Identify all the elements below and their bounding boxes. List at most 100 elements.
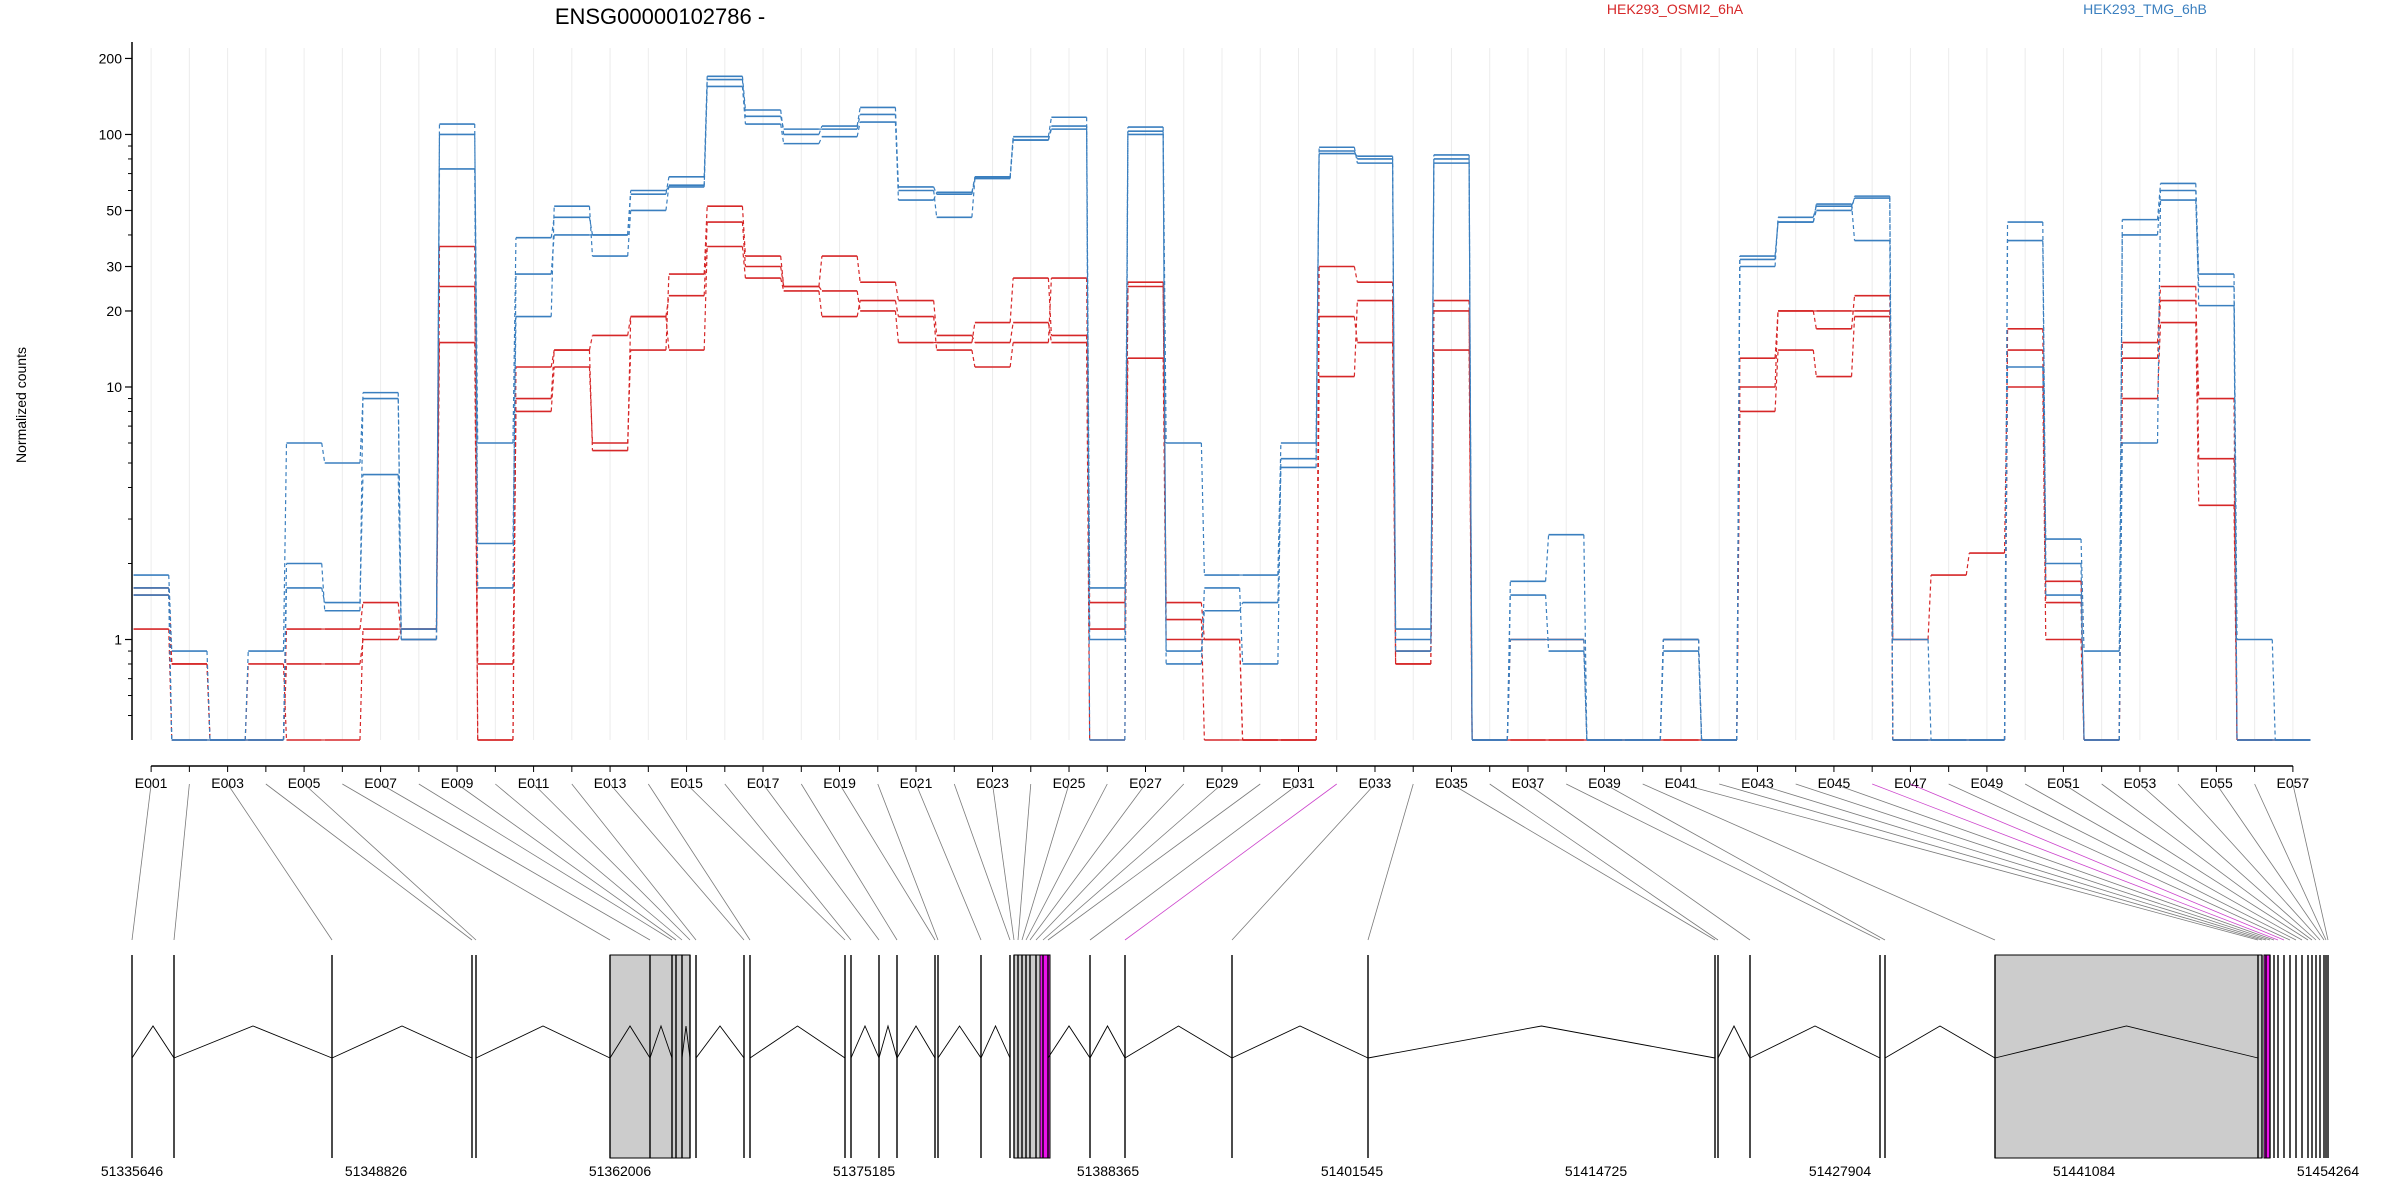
- data-riser: [2156, 322, 2162, 399]
- intron: [1047, 1025, 1091, 1059]
- connector-line: [1124, 783, 1337, 941]
- connector-line: [1021, 783, 1070, 941]
- data-riser: [933, 300, 938, 336]
- connector-line: [1017, 783, 1032, 941]
- data-riser: [894, 122, 900, 187]
- data-riser: [1889, 240, 1894, 741]
- data-riser: [588, 206, 594, 257]
- x-tick-label: E041: [1665, 775, 1698, 791]
- data-riser: [1430, 158, 1435, 630]
- data-riser: [321, 442, 326, 464]
- x-tick-label: E039: [1588, 775, 1621, 791]
- connector-line: [1986, 783, 2297, 941]
- data-riser: [1774, 310, 1779, 388]
- data-riser: [1047, 117, 1052, 137]
- intron: [609, 1025, 651, 1059]
- data-riser: [550, 217, 555, 238]
- x-tick-label: E001: [135, 775, 168, 791]
- data-riser: [894, 282, 900, 301]
- data-riser: [818, 290, 823, 317]
- data-riser: [1315, 151, 1320, 459]
- x-tick-label: E017: [747, 775, 780, 791]
- genomic-tick-label: 51388365: [1077, 1163, 1140, 1179]
- data-riser: [703, 222, 708, 296]
- data-riser: [550, 234, 555, 275]
- data-riser: [2156, 183, 2162, 220]
- y-tick-label: 50: [106, 202, 122, 218]
- series-layer: [133, 75, 2311, 741]
- data-riser: [741, 79, 747, 117]
- data-riser: [1353, 147, 1358, 164]
- data-riser: [665, 295, 670, 317]
- data-riser: [1812, 350, 1817, 377]
- data-riser: [1774, 310, 1779, 359]
- connector-line: [1680, 783, 2259, 941]
- x-tick-label: E021: [900, 775, 933, 791]
- x-tick-label: E053: [2124, 775, 2157, 791]
- data-riser: [741, 76, 747, 111]
- connector-line: [647, 783, 751, 941]
- data-riser: [894, 300, 900, 317]
- connector-line: [1757, 783, 2267, 941]
- data-riser: [780, 277, 785, 292]
- data-riser: [1200, 619, 1205, 741]
- data-riser: [1544, 534, 1550, 582]
- genomic-tick-label: 51362006: [589, 1163, 652, 1179]
- intron: [695, 1025, 745, 1059]
- y-tick-label: 10: [106, 379, 122, 395]
- data-riser: [1850, 204, 1856, 241]
- data-riser: [1430, 163, 1435, 652]
- data-riser: [627, 194, 632, 236]
- x-tick-label: E055: [2200, 775, 2233, 791]
- data-riser: [1200, 442, 1205, 576]
- connector-line: [2101, 783, 2313, 941]
- data-riser: [780, 123, 785, 144]
- connector-line: [762, 783, 880, 941]
- data-riser: [1009, 278, 1014, 323]
- data-riser: [665, 316, 670, 351]
- connector-line: [915, 783, 982, 941]
- intron: [681, 1025, 691, 1059]
- data-riser: [1200, 587, 1205, 665]
- data-riser: [818, 286, 823, 292]
- x-tick-label: E031: [1282, 775, 1315, 791]
- series-5: [133, 85, 2311, 741]
- data-riser: [1583, 639, 1588, 741]
- highlight-exon: [1039, 954, 1051, 1159]
- data-riser: [1736, 259, 1741, 741]
- data-riser: [168, 575, 173, 652]
- genomic-tick-label: 51454264: [2297, 1163, 2360, 1179]
- exon-connector-lines: [131, 783, 2329, 941]
- connector-line: [227, 783, 333, 941]
- data-riser: [2080, 539, 2085, 652]
- y-tick-label: 30: [106, 259, 122, 275]
- data-riser: [1506, 639, 1511, 741]
- data-riser: [856, 121, 861, 137]
- x-tick-label: E023: [976, 775, 1009, 791]
- genomic-tick-label: 51375185: [833, 1163, 896, 1179]
- data-riser: [1047, 278, 1052, 336]
- y-axis-label: Normalized counts: [13, 347, 29, 463]
- data-riser: [1544, 595, 1550, 652]
- x-tick-label: E025: [1053, 775, 1086, 791]
- connector-line: [533, 783, 691, 941]
- data-riser: [1353, 150, 1358, 160]
- data-riser: [1697, 651, 1703, 741]
- intron: [1994, 1025, 2259, 1059]
- connector-line: [1527, 783, 1751, 941]
- legend-entry-tmg: HEK293_TMG_6hB: [2083, 1, 2207, 17]
- connector-line: [1872, 783, 2279, 941]
- x-tick-label: E009: [441, 775, 474, 791]
- data-riser: [1430, 300, 1435, 664]
- y-tick-label: 100: [99, 126, 123, 142]
- connector-line: [992, 783, 1015, 941]
- connector-line: [1833, 783, 2275, 941]
- connector-line: [1042, 783, 1223, 941]
- connector-line: [303, 783, 477, 941]
- data-riser: [1965, 552, 1970, 576]
- connector-line: [1029, 783, 1146, 941]
- data-riser: [1353, 316, 1358, 343]
- connector-line: [953, 783, 1011, 941]
- connector-line: [1566, 783, 1881, 941]
